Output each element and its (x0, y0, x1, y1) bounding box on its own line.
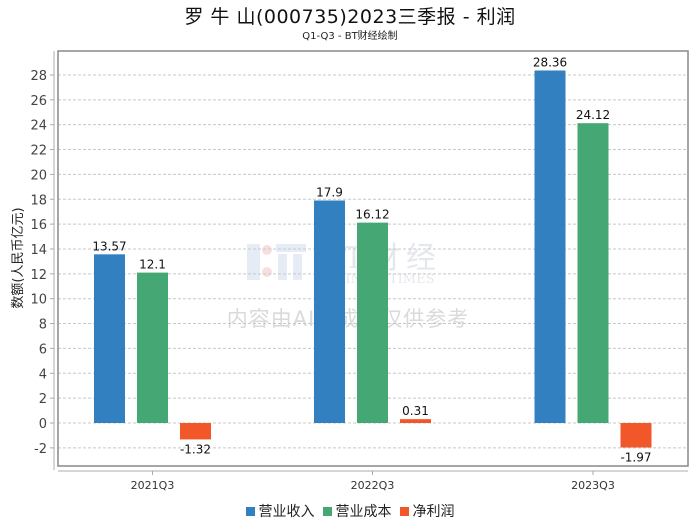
chart-title: 罗 牛 山(000735)2023三季报 - 利润 (184, 6, 516, 28)
bar[interactable] (400, 419, 431, 423)
legend-label: 营业收入 (258, 504, 315, 520)
y-axis-label: 数额(人民币亿元) (11, 207, 26, 308)
y-tick-label: 20 (30, 168, 47, 183)
data-label: 13.57 (92, 239, 126, 253)
bar-chart: BT财经 BUSINESSTIMES 内容由AI生成，仅供参考 -2024681… (11, 50, 689, 492)
bars (94, 70, 652, 448)
y-tick-label: 28 (30, 69, 47, 84)
watermark-logo-bar (276, 244, 306, 252)
y-tick-label: 24 (30, 119, 47, 134)
watermark: BT财经 BUSINESSTIMES 内容由AI生成，仅供参考 (227, 241, 470, 331)
legend-swatch (399, 506, 409, 516)
watermark-notice: 内容由AI生成，仅供参考 (227, 307, 470, 331)
x-axis-ticks: 2021Q3 2022Q3 2023Q3 (131, 471, 615, 492)
data-labels: 13.57 12.1 -1.32 17.9 16.12 0.31 28.36 24.12 -1.… (92, 55, 651, 464)
y-tick-label: 16 (30, 218, 47, 233)
data-label: 24.12 (576, 108, 610, 122)
y-tick-label: 2 (39, 392, 47, 407)
bar[interactable] (620, 423, 652, 448)
data-label: 28.36 (533, 55, 567, 69)
data-label: -1.97 (620, 450, 651, 464)
bar[interactable] (314, 200, 345, 423)
y-tick-label: 12 (30, 268, 47, 283)
y-tick-label: 26 (30, 94, 47, 109)
legend-item-revenue[interactable]: 营业收入 (245, 501, 315, 521)
data-label: -1.32 (180, 442, 211, 456)
y-tick-label: 22 (30, 144, 47, 159)
bar[interactable] (137, 272, 168, 423)
legend-item-cost[interactable]: 营业成本 (322, 501, 392, 521)
chart-subtitle: Q1-Q3 - BT财经绘制 (302, 31, 398, 42)
data-label: 16.12 (355, 208, 389, 222)
data-label: 17.9 (316, 186, 343, 200)
y-tick-label: 4 (39, 367, 47, 382)
watermark-logo-dot (262, 245, 272, 255)
legend-item-net-profit[interactable]: 净利润 (399, 501, 455, 521)
x-tick-label: 2021Q3 (131, 479, 175, 492)
y-tick-label: 6 (39, 342, 47, 357)
bar[interactable] (534, 70, 566, 423)
legend-swatch (322, 506, 332, 516)
legend-swatch (245, 506, 255, 516)
y-tick-label: 8 (39, 318, 47, 333)
bar[interactable] (94, 254, 125, 423)
watermark-logo-bar (278, 254, 287, 280)
plot-border (57, 50, 689, 467)
data-label: 0.31 (402, 404, 429, 418)
legend-label: 营业成本 (335, 504, 392, 520)
bar[interactable] (357, 222, 388, 423)
y-tick-label: 0 (39, 417, 47, 432)
x-tick-label: 2023Q3 (571, 479, 615, 492)
bar[interactable] (180, 423, 211, 440)
watermark-logo-bar (247, 244, 260, 280)
y-tick-label: 18 (30, 193, 47, 208)
legend-label: 净利润 (412, 504, 455, 520)
bar[interactable] (577, 123, 609, 423)
x-tick-label: 2022Q3 (351, 479, 395, 492)
watermark-logo-dot (262, 267, 272, 277)
data-label: 12.1 (139, 258, 166, 272)
watermark-logo-bar (293, 254, 302, 280)
y-tick-label: 10 (30, 293, 47, 308)
legend: 营业收入 营业成本 净利润 (0, 501, 700, 521)
y-tick-label: -2 (34, 442, 47, 457)
y-tick-label: 14 (30, 243, 47, 258)
